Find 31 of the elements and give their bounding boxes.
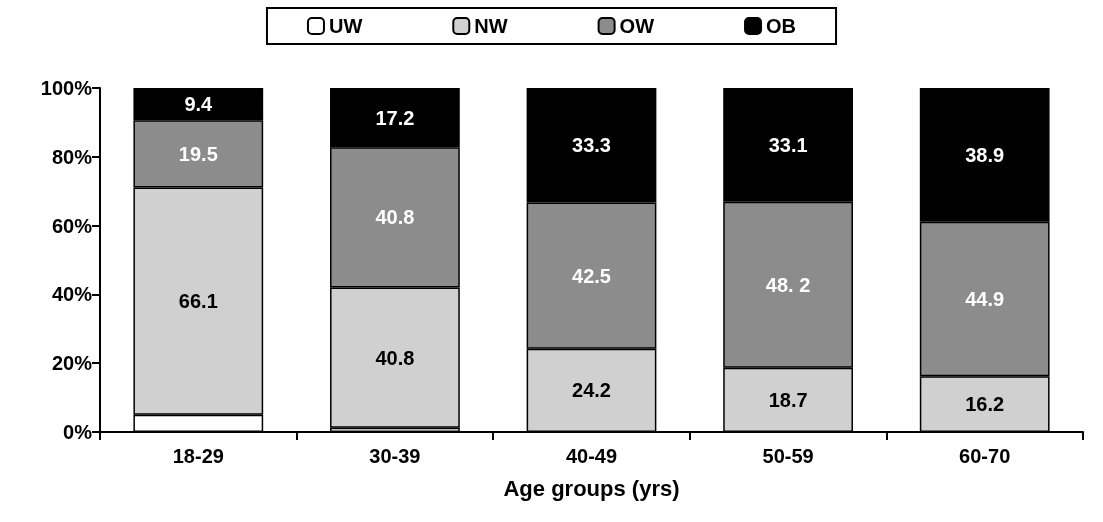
data-label: 33.3 bbox=[572, 134, 611, 157]
y-tick-label: 20% bbox=[51, 352, 93, 375]
x-axis-title: Age groups (yrs) bbox=[503, 475, 680, 501]
y-tick-label: 100% bbox=[40, 77, 93, 99]
x-tick-label: 18-29 bbox=[172, 445, 224, 467]
x-tick-label: 50-59 bbox=[762, 445, 814, 467]
data-label: 38.9 bbox=[965, 143, 1005, 166]
data-label: 19.5 bbox=[178, 142, 218, 165]
y-tick-label: 0% bbox=[63, 421, 93, 443]
data-label: 44.9 bbox=[965, 288, 1005, 311]
data-label: 40.8 bbox=[375, 206, 415, 229]
legend-label: OW bbox=[619, 15, 655, 37]
data-label: 33.1 bbox=[768, 133, 808, 156]
data-label: 16.2 bbox=[965, 393, 1005, 416]
legend-label: UW bbox=[328, 15, 363, 37]
data-label: 42.5 bbox=[572, 264, 611, 287]
y-tick-label: 40% bbox=[51, 283, 93, 306]
data-label: 48. 2 bbox=[765, 273, 811, 296]
x-tick-label: 60-70 bbox=[959, 445, 1011, 467]
data-label: 40.8 bbox=[375, 346, 415, 369]
y-tick-label: 60% bbox=[51, 214, 93, 237]
data-label: 18.7 bbox=[768, 388, 808, 411]
data-label: 66.1 bbox=[178, 290, 218, 313]
data-label: 24.2 bbox=[572, 379, 611, 402]
legend-label: OB bbox=[766, 15, 797, 37]
legend-label: NW bbox=[474, 15, 508, 37]
data-label: 17.2 bbox=[375, 106, 415, 129]
x-tick-label: 30-39 bbox=[369, 445, 421, 467]
x-tick-label: 40-49 bbox=[565, 445, 618, 467]
data-label: 9.4 bbox=[184, 93, 214, 116]
y-tick-label: 80% bbox=[51, 145, 93, 168]
